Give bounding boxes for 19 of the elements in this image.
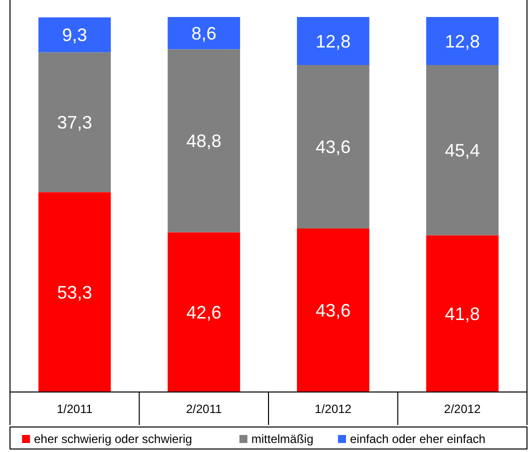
data-label: 9,3 — [62, 25, 88, 46]
x-tick-label: 2/2012 — [444, 402, 482, 416]
legend-label: mittelmäßig — [251, 432, 314, 446]
data-label: 12,8 — [444, 31, 480, 52]
x-tick-label: 1/2012 — [314, 402, 352, 416]
data-label: 8,6 — [191, 23, 216, 44]
x-tick-label: 1/2011 — [56, 402, 93, 416]
data-label: 45,4 — [444, 140, 480, 160]
data-label: 53,3 — [57, 282, 92, 302]
data-label: 48,8 — [186, 131, 222, 152]
x-tick-label: 2/2011 — [186, 402, 222, 416]
data-label: 42,6 — [186, 302, 222, 322]
data-label: 41,8 — [444, 304, 480, 324]
data-label: 43,6 — [316, 300, 351, 321]
data-label: 43,6 — [316, 137, 351, 158]
legend-label: einfach oder eher einfach — [350, 432, 486, 446]
data-label: 12,8 — [316, 31, 351, 52]
data-label: 37,3 — [57, 112, 92, 132]
legend-label: eher schwierig oder schwierig — [34, 432, 192, 446]
